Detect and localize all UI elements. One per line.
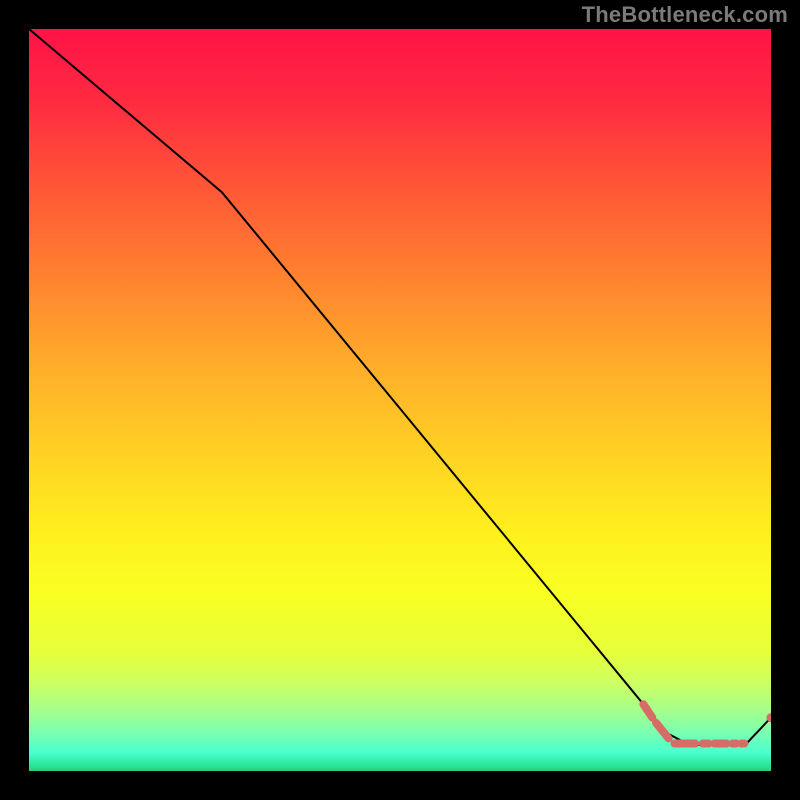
watermark-text: TheBottleneck.com	[582, 2, 788, 28]
plot-area	[29, 29, 771, 771]
gradient-background	[29, 29, 771, 771]
chart-container: TheBottleneck.com	[0, 0, 800, 800]
plot-svg	[29, 29, 771, 771]
